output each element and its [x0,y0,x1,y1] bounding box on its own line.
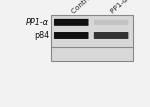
FancyBboxPatch shape [51,15,133,61]
FancyBboxPatch shape [54,19,88,26]
FancyBboxPatch shape [94,20,128,25]
FancyBboxPatch shape [94,32,128,39]
Text: PP1-α siRNA: PP1-α siRNA [110,0,147,14]
Text: Control siRNA: Control siRNA [70,0,111,14]
Text: PP1-α: PP1-α [26,18,49,27]
Text: p84: p84 [34,31,49,40]
FancyBboxPatch shape [54,32,88,39]
